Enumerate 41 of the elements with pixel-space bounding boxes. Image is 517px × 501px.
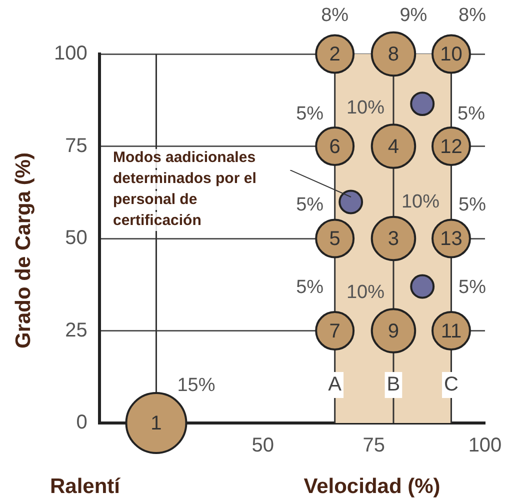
annotation: 6	[329, 136, 340, 158]
annotation: 4	[388, 136, 400, 158]
ref-line-label: C	[444, 374, 458, 396]
annotation: 8%	[458, 5, 486, 26]
x-tick-label: 75	[362, 434, 386, 457]
text: Ralentí	[50, 474, 122, 498]
annotation: 10%	[346, 97, 385, 118]
annotation: 5	[329, 228, 340, 250]
x-axis-title: Velocidad (%)	[304, 474, 440, 498]
y-tick-label: 0	[76, 412, 88, 434]
annotation: 5%	[296, 276, 324, 298]
annotation: 2	[329, 44, 340, 66]
annotation: 1	[150, 412, 162, 435]
annotation: 13	[440, 228, 462, 250]
annotation: 9	[388, 320, 400, 342]
annotation: 12	[440, 136, 462, 158]
y-tick-label: 75	[65, 134, 88, 157]
x-tick-label: 50	[252, 434, 274, 457]
annotation: 5%	[458, 194, 486, 216]
y-axis-title: Grado de Carga (%)	[12, 152, 35, 349]
annotation: 10	[440, 44, 462, 66]
annotation: 11	[440, 320, 462, 342]
x-tick-label: 100	[468, 434, 502, 457]
y-tick-label: 50	[65, 227, 88, 250]
annotation: 10%	[346, 282, 385, 303]
annotation: 9%	[400, 5, 428, 26]
ref-line-label: B	[386, 374, 400, 396]
annotation: 8	[388, 44, 400, 66]
annotation: 7	[329, 320, 340, 342]
y-tick-label: 100	[54, 42, 88, 65]
annotation: 5%	[458, 276, 486, 298]
annotation: 15%	[177, 375, 216, 396]
y-tick-label: 25	[65, 319, 88, 342]
annotation: Modos aadicionales determinados por el personal de certificación	[113, 149, 256, 230]
annotation: 5%	[458, 103, 486, 124]
annotation: 5%	[296, 194, 324, 216]
annotation: 10%	[401, 192, 440, 213]
ref-line-label: A	[328, 374, 342, 396]
annotation: 3	[388, 228, 400, 250]
annotation: 8%	[321, 5, 349, 26]
annotation: 5%	[296, 103, 324, 124]
